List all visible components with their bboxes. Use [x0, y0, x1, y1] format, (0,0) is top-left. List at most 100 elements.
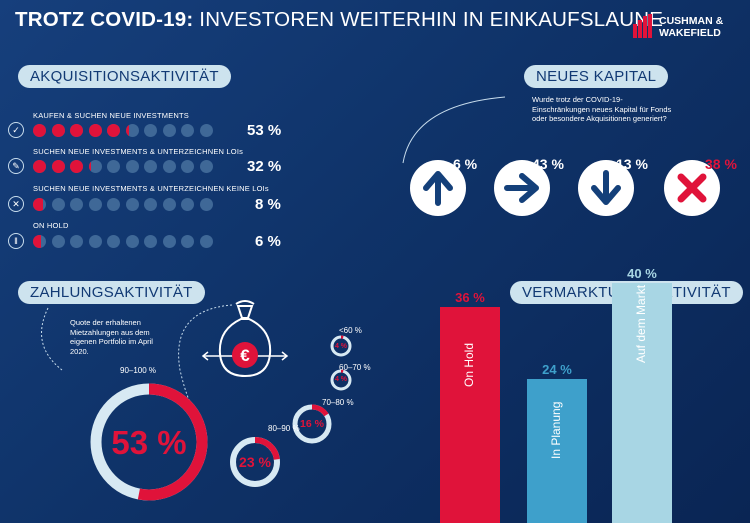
bar-value-in-planung: 24 % — [542, 362, 572, 377]
acquisition-dot — [181, 235, 194, 248]
ring-pct-70-80: 16 % — [300, 418, 324, 430]
acquisition-dot — [144, 124, 157, 137]
acquisition-dot — [33, 198, 46, 211]
acquisition-dot — [33, 124, 46, 137]
logo-line-1: CUSHMAN & — [659, 15, 724, 27]
acquisition-dot — [88, 235, 102, 248]
acquisition-dot-row — [33, 198, 238, 212]
acquisition-dot — [144, 235, 157, 248]
headline-rest: INVESTOREN WEITERHIN IN EINKAUFSLAUNE — [193, 8, 664, 31]
arrow-down-icon — [591, 170, 621, 205]
pause-icon: ‖ — [8, 233, 24, 249]
x-icon: ✕ — [8, 196, 24, 212]
decorative-arc — [402, 96, 506, 164]
acquisition-dot-fill — [33, 198, 44, 211]
bar-value-on-hold: 36 % — [455, 290, 485, 305]
acquisition-row-label: SUCHEN NEUE INVESTMENTS & UNTERZEICHNEN … — [33, 184, 269, 193]
acquisition-row-pct: 53 % — [247, 122, 282, 139]
acquisition-dot-fill — [107, 124, 120, 137]
ring-label-90-100: 90–100 % — [120, 366, 157, 375]
acquisition-dot — [51, 160, 65, 173]
acquisition-dot — [125, 160, 139, 173]
acquisition-dot — [162, 160, 176, 173]
acquisition-dot — [125, 198, 139, 211]
ring-label-70-80: 70–80 % — [322, 398, 354, 407]
kapital-pct-cross: 38 % — [705, 156, 737, 172]
bar-category-in-planung: In Planung — [549, 401, 563, 459]
acquisition-row-pct: 8 % — [255, 196, 281, 213]
acquisition-dot — [199, 124, 213, 137]
acquisition-dot — [107, 198, 120, 211]
cross-icon — [677, 173, 707, 203]
kapital-circle-up — [410, 160, 466, 216]
acquisition-dot-row — [33, 160, 238, 174]
brand-logo: CUSHMAN & WAKEFIELD — [633, 13, 745, 41]
pen-icon: ✎ — [8, 158, 24, 174]
acquisition-dot-fill — [51, 160, 65, 173]
acquisition-dot — [181, 160, 194, 173]
acquisition-row-pct: 6 % — [255, 233, 281, 250]
acquisition-dot — [51, 124, 65, 137]
acquisition-dot-fill — [33, 235, 41, 248]
page-title: TROTZ COVID-19: INVESTOREN WEITERHIN IN … — [15, 8, 663, 32]
acquisition-dot — [88, 124, 102, 137]
svg-text:€: € — [240, 346, 250, 365]
headline-bold: TROTZ COVID-19: — [15, 8, 194, 31]
acquisition-dot-fill — [88, 124, 102, 137]
bar-value-auf-dem-markt: 40 % — [627, 266, 657, 281]
acquisition-dot — [107, 124, 120, 137]
acquisition-dot — [144, 160, 157, 173]
acquisition-dot — [199, 198, 213, 211]
payment-ring-value-arc — [292, 404, 332, 444]
ring-label-80-90: 80–90 % — [268, 424, 300, 433]
kapital-pct-up: 6 % — [453, 156, 478, 172]
ring-pct-90-100: 53 % — [111, 424, 187, 461]
acquisition-dot — [181, 124, 194, 137]
acquisition-dot-row — [33, 124, 238, 138]
acquisition-dot — [88, 198, 102, 211]
acquisition-dot — [162, 198, 176, 211]
acquisition-dot — [107, 160, 120, 173]
acquisition-dot — [199, 160, 213, 173]
payment-ring-value-arc — [90, 383, 208, 501]
kapital-circle-down — [578, 160, 634, 216]
acquisition-dot-fill — [88, 160, 92, 173]
logo-mark-icon — [633, 14, 652, 38]
bar-category-on-hold: On Hold — [462, 342, 476, 387]
acquisition-row-pct: 32 % — [247, 158, 282, 175]
acquisition-dot — [88, 160, 102, 173]
acquisition-dot — [70, 124, 83, 137]
acquisition-dot — [125, 124, 139, 137]
payment-ring-value-arc — [330, 335, 352, 357]
bar-category-auf-dem-markt: Auf dem Markt — [634, 284, 648, 363]
section-title-zahlung: ZAHLUNGSAKTIVITÄT — [18, 281, 205, 304]
acquisition-dot — [181, 198, 194, 211]
bar-in-planung — [527, 379, 587, 523]
acquisition-dot-fill — [33, 124, 46, 137]
decorative-arcs — [41, 304, 233, 421]
acquisition-dot — [70, 235, 83, 248]
acquisition-dot-fill — [125, 124, 130, 137]
payment-ring-value-arc — [230, 437, 280, 487]
ring-pct-60-70: 4 % — [334, 376, 348, 383]
acquisition-dot — [144, 198, 157, 211]
acquisition-dot-fill — [33, 160, 46, 173]
zahlung-note: Quote der erhaltenen Mietzahlungen aus d… — [70, 318, 153, 356]
arrow-right-icon — [504, 173, 539, 203]
acquisition-row-label: KAUFEN & SUCHEN NEUE INVESTMENTS — [33, 111, 190, 120]
acquisition-dot — [70, 160, 83, 173]
acquisition-dot — [70, 198, 83, 211]
acquisition-dot — [51, 198, 65, 211]
logo-line-2: WAKEFIELD — [659, 27, 721, 39]
ring-pct-lt60: 4 % — [334, 343, 348, 350]
logo-text: CUSHMAN & WAKEFIELD — [659, 15, 723, 39]
money-bag-icon: € — [201, 300, 289, 378]
acquisition-row-label: SUCHEN NEUE INVESTMENTS & UNTERZEICHNEN … — [33, 147, 244, 156]
bar-on-hold — [440, 307, 500, 523]
acquisition-dot — [162, 235, 176, 248]
section-title-kapital: NEUES KAPITAL — [524, 65, 669, 88]
acquisition-dot-fill — [51, 124, 65, 137]
kapital-pct-down: 13 % — [616, 156, 648, 172]
